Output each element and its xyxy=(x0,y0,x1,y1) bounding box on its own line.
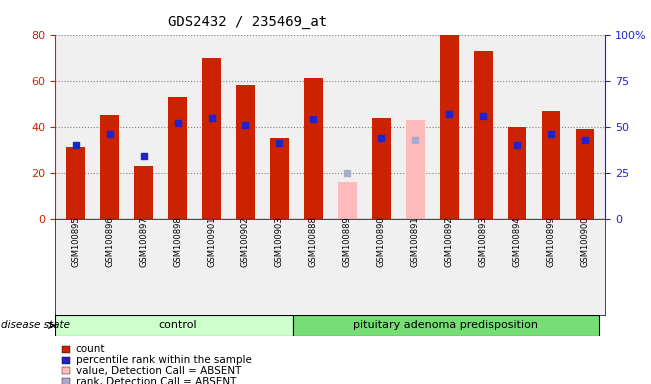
Text: GDS2432 / 235469_at: GDS2432 / 235469_at xyxy=(169,15,327,29)
Bar xyxy=(575,129,594,219)
Bar xyxy=(134,166,153,219)
Bar xyxy=(474,51,493,219)
Bar xyxy=(372,118,391,219)
Bar xyxy=(440,35,458,219)
Bar xyxy=(304,78,323,219)
Bar xyxy=(406,120,424,219)
Bar xyxy=(508,127,527,219)
Text: pituitary adenoma predisposition: pituitary adenoma predisposition xyxy=(353,320,538,331)
Text: disease state: disease state xyxy=(1,320,70,331)
Bar xyxy=(100,115,119,219)
FancyBboxPatch shape xyxy=(293,315,599,336)
Bar xyxy=(168,97,187,219)
Bar xyxy=(338,182,357,219)
Bar xyxy=(202,58,221,219)
Text: count: count xyxy=(76,344,105,354)
Text: percentile rank within the sample: percentile rank within the sample xyxy=(76,355,251,365)
Bar xyxy=(236,85,255,219)
Bar xyxy=(66,147,85,219)
Bar xyxy=(270,138,289,219)
Text: control: control xyxy=(158,320,197,331)
Text: rank, Detection Call = ABSENT: rank, Detection Call = ABSENT xyxy=(76,377,236,384)
Text: value, Detection Call = ABSENT: value, Detection Call = ABSENT xyxy=(76,366,241,376)
Bar xyxy=(542,111,561,219)
FancyBboxPatch shape xyxy=(55,315,293,336)
